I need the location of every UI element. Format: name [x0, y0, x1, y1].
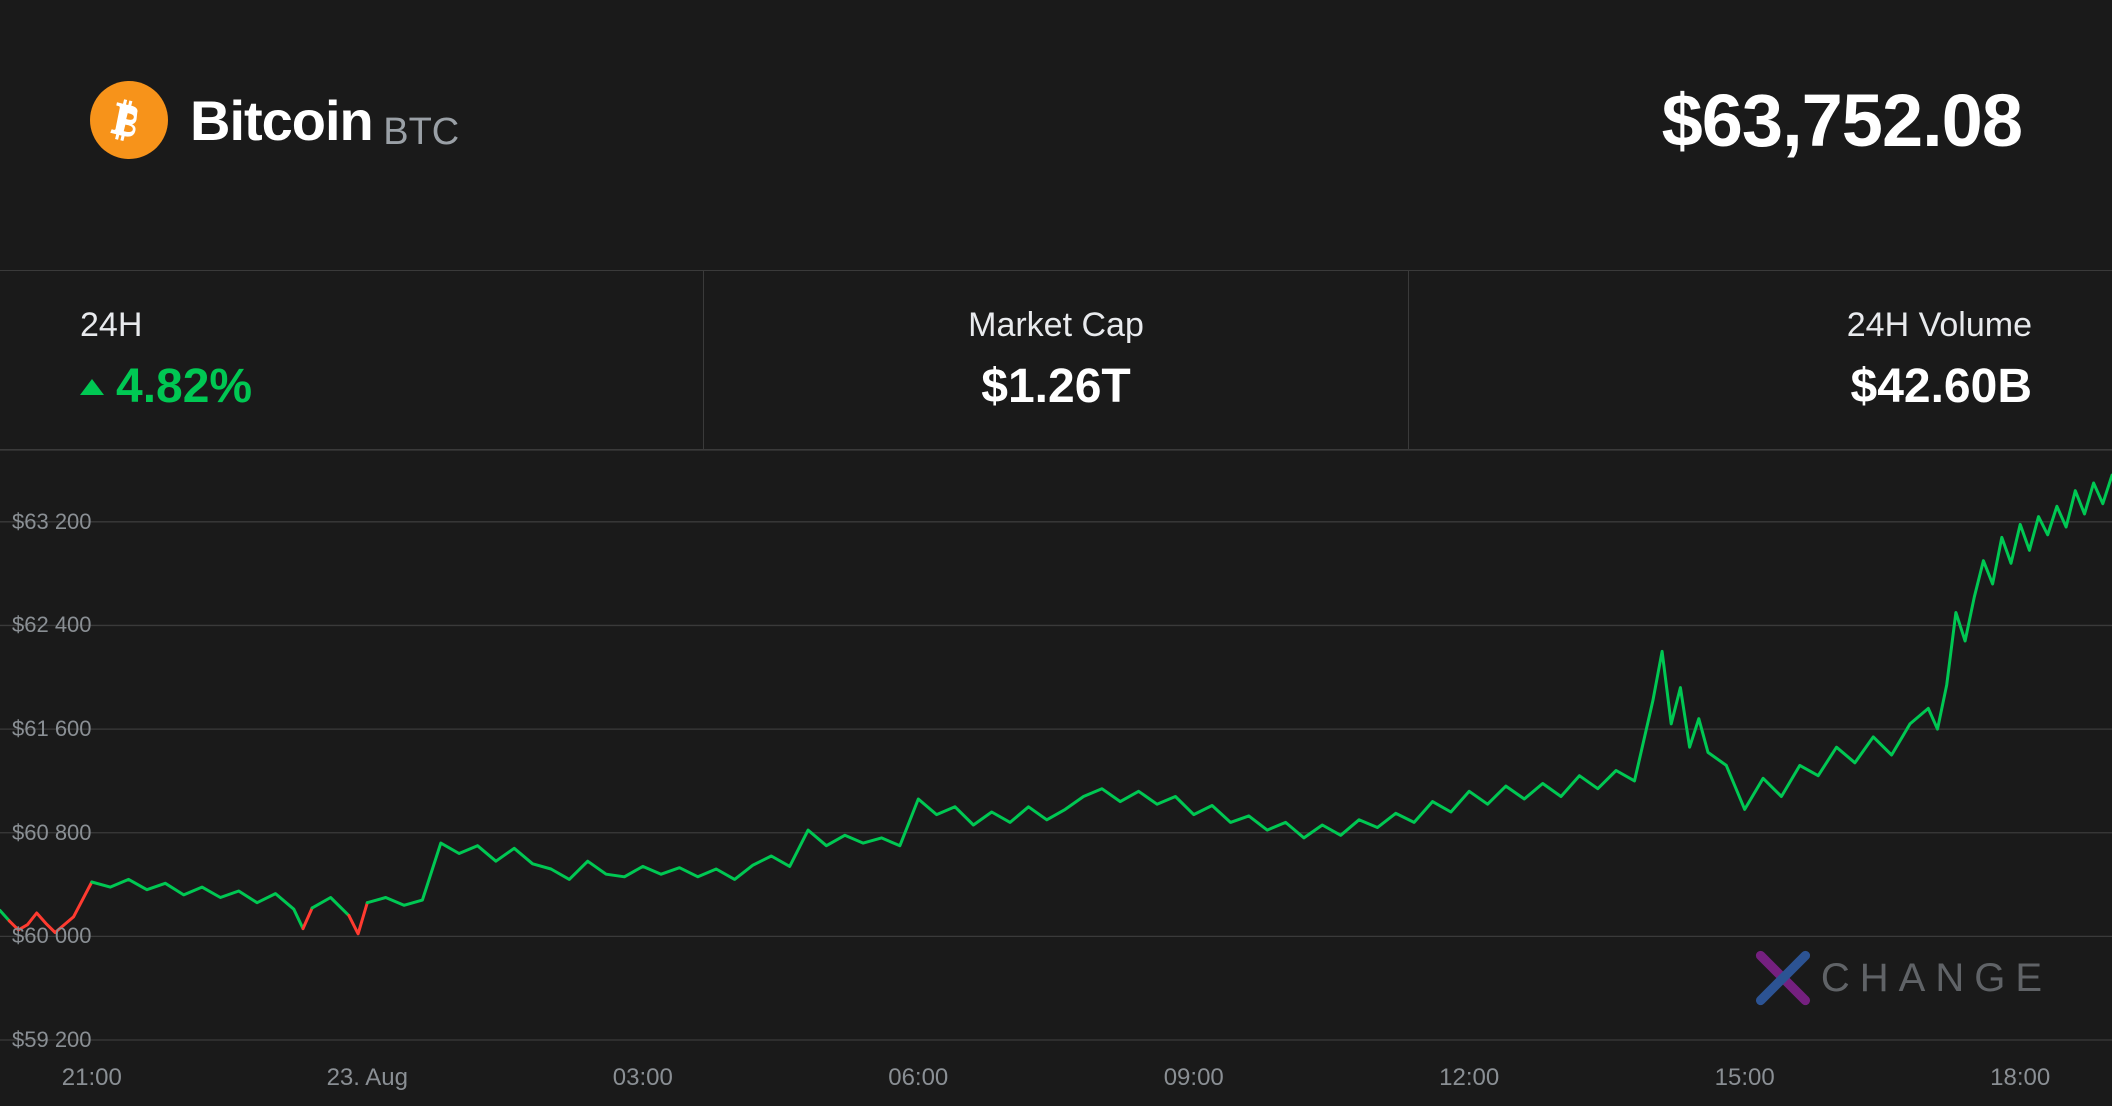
coin-name-block: Bitcoin BTC — [190, 88, 459, 153]
volume-value: $42.60B — [1851, 359, 2032, 414]
coin-identity: Bitcoin BTC — [90, 81, 459, 159]
bitcoin-icon — [90, 81, 168, 159]
change-pct: 4.82% — [116, 359, 252, 414]
x-tick-label: 15:00 — [1715, 1064, 1775, 1092]
price-chart[interactable]: $59 200 $60 000 $60 800 $61 600 $62 400 $63 2… — [0, 450, 2112, 1106]
x-tick-label: 06:00 — [888, 1064, 948, 1092]
stat-24h-volume: 24H Volume $42.60B — [1408, 271, 2112, 449]
x-tick-label: 03:00 — [613, 1064, 673, 1092]
change-value-row: 4.82% — [80, 359, 623, 414]
y-tick-label: $60 000 — [12, 923, 92, 949]
y-tick-label: $60 800 — [12, 820, 92, 846]
x-tick-label: 23. Aug — [327, 1064, 408, 1092]
stat-label: 24H Volume — [1847, 306, 2032, 345]
y-tick-label: $59 200 — [12, 1027, 92, 1053]
y-tick-label: $62 400 — [12, 612, 92, 638]
y-tick-label: $63 200 — [12, 509, 92, 535]
bitcoin-glyph — [105, 96, 153, 144]
market-cap-value: $1.26T — [981, 359, 1130, 414]
chart-canvas — [0, 450, 2112, 1106]
x-tick-label: 18:00 — [1990, 1064, 2050, 1092]
caret-up-icon — [80, 379, 104, 395]
stat-label: 24H — [80, 306, 623, 345]
x-tick-label: 12:00 — [1439, 1064, 1499, 1092]
stats-row: 24H 4.82% Market Cap $1.26T 24H Volume $… — [0, 270, 2112, 450]
stat-label: Market Cap — [968, 306, 1144, 345]
coin-ticker: BTC — [383, 111, 459, 153]
x-tick-label: 09:00 — [1164, 1064, 1224, 1092]
spot-price: $63,752.08 — [1662, 78, 2022, 163]
x-tick-label: 21:00 — [62, 1064, 122, 1092]
stat-market-cap: Market Cap $1.26T — [703, 271, 1407, 449]
header: Bitcoin BTC $63,752.08 — [0, 0, 2112, 200]
y-tick-label: $61 600 — [12, 716, 92, 742]
stat-24h-change: 24H 4.82% — [0, 271, 703, 449]
coin-name: Bitcoin — [190, 89, 373, 152]
crypto-price-card: Bitcoin BTC $63,752.08 24H 4.82% Market … — [0, 0, 2112, 1106]
